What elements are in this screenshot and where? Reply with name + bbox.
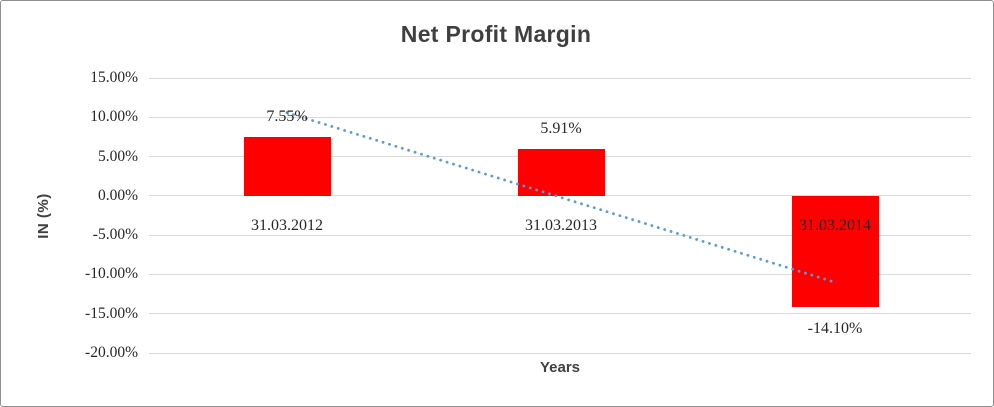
y-tick-label: 15.00%	[90, 69, 138, 86]
category-label: 31.03.2013	[525, 217, 597, 234]
y-tick-label: 0.00%	[97, 186, 138, 204]
gridline	[149, 352, 971, 354]
trendline	[285, 111, 837, 284]
y-tick-label: 5.00%	[97, 147, 138, 165]
category-label: 31.03.2012	[251, 217, 323, 234]
chart-title: Net Profit Margin	[400, 21, 592, 47]
trendline-path	[285, 111, 837, 284]
gridline	[149, 313, 971, 315]
y-tick-label: -20.00%	[85, 344, 138, 361]
plot-area: 7.55% 31.03.2012 5.91% 31.03.2013 -14.10% 31.…	[149, 77, 971, 354]
y-axis-title: IN (%)	[35, 193, 52, 239]
gridline	[149, 116, 971, 118]
y-tick-label: 10.00%	[90, 108, 138, 126]
data-label: 5.91%	[540, 120, 582, 138]
y-tick-label: -5.00%	[92, 226, 138, 244]
bar-31.03.2013	[517, 149, 605, 196]
x-axis-title: Years	[539, 359, 581, 376]
bar-31.03.2014	[791, 195, 879, 307]
y-axis-tick-labels: 15.00% 10.00% 5.00% 0.00% -5.00% -10.00% -15.0…	[1, 1, 149, 406]
data-label: 7.55%	[266, 107, 308, 125]
gridline	[149, 234, 971, 236]
category-label: 31.03.2014	[799, 217, 871, 234]
gridline	[149, 77, 971, 79]
gridline	[149, 273, 971, 275]
y-tick-label: -15.00%	[85, 304, 138, 322]
gridline	[149, 195, 971, 197]
data-label: -14.10%	[807, 319, 863, 337]
y-tick-label: -10.00%	[85, 265, 138, 283]
bar-31.03.2012	[243, 136, 331, 196]
